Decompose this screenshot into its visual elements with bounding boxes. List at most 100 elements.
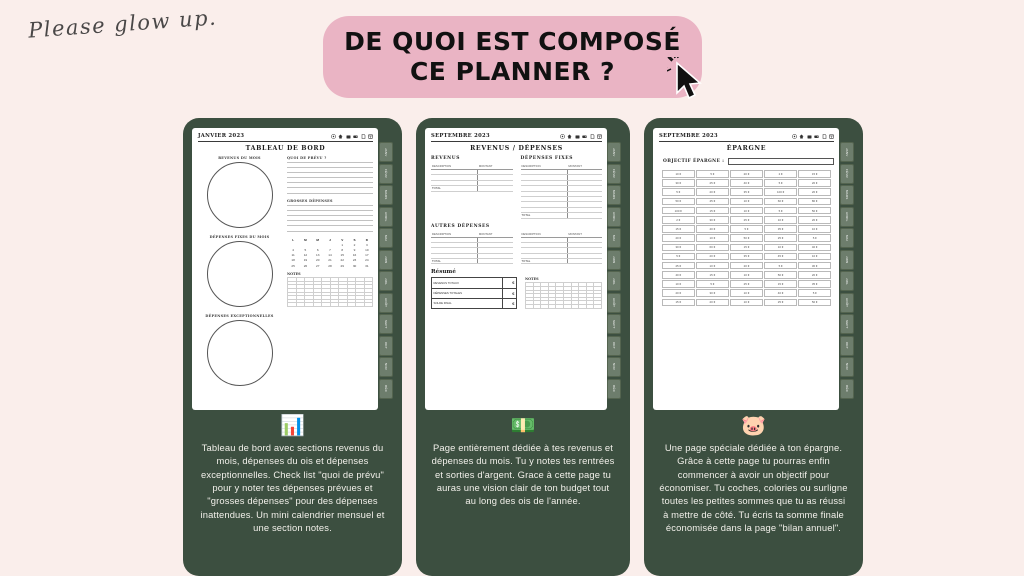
savings-cell[interactable]: 20 € xyxy=(798,188,831,196)
savings-cell[interactable]: 25 € xyxy=(764,234,797,242)
month-tabs[interactable]: JANV FÉVR MARS AVRIL MAI JUIN JUIL AOÛT … xyxy=(379,142,393,399)
month-tab[interactable]: JUIL xyxy=(840,271,854,291)
objective-input[interactable] xyxy=(728,158,834,165)
savings-cell[interactable]: 40 € xyxy=(696,225,729,233)
savings-cell[interactable]: 20 € xyxy=(798,215,831,224)
savings-cell[interactable]: 40 € xyxy=(730,179,763,187)
month-tab[interactable]: SEPT xyxy=(379,314,393,334)
savings-cell[interactable]: 30 € xyxy=(696,215,729,224)
savings-cell[interactable]: 25 € xyxy=(730,280,763,288)
savings-cell[interactable]: 35 € xyxy=(764,225,797,233)
savings-cell[interactable]: 5 € xyxy=(764,261,797,270)
savings-cell[interactable]: 5 € xyxy=(696,280,729,288)
month-tab[interactable]: JUIL xyxy=(607,271,621,291)
savings-cell[interactable]: 20 € xyxy=(662,234,695,242)
month-tab[interactable]: FÉVR xyxy=(607,163,621,184)
savings-cell[interactable]: 10 € xyxy=(730,206,763,215)
savings-cell[interactable]: 10 € xyxy=(730,289,763,298)
month-tab[interactable]: MARS xyxy=(840,185,854,205)
month-tabs[interactable]: JANV FÉVR MARS AVRIL MAI JUIN JUIL AOÛT … xyxy=(840,142,854,399)
savings-grid[interactable]: 10 € 5 € 20 € 2 € 15 € 30 € 25 € 40 € 5 … xyxy=(659,170,834,307)
savings-cell[interactable]: 60 € xyxy=(696,243,729,252)
savings-cell[interactable]: 15 € xyxy=(662,298,695,307)
savings-cell[interactable]: 10 € xyxy=(730,271,763,279)
savings-cell[interactable]: 10 € xyxy=(696,234,729,242)
savings-cell[interactable]: 5 € xyxy=(730,225,763,233)
month-tab[interactable]: MARS xyxy=(379,185,393,205)
month-tab[interactable]: FÉVR xyxy=(379,163,393,184)
savings-cell[interactable]: 10 € xyxy=(662,170,695,178)
savings-cell[interactable]: 2 € xyxy=(764,170,797,178)
savings-cell[interactable]: 40 € xyxy=(764,289,797,298)
savings-cell[interactable]: 25 € xyxy=(662,261,695,270)
savings-cell[interactable]: 15 € xyxy=(798,170,831,178)
month-tab[interactable]: NOV xyxy=(607,357,621,377)
savings-cell[interactable]: 45 € xyxy=(764,252,797,261)
savings-cell[interactable]: 35 € xyxy=(798,280,831,288)
month-tabs[interactable]: JANV FÉVR MARS AVRIL MAI JUIN JUIL AOÛT … xyxy=(607,142,621,399)
savings-cell[interactable]: 20 € xyxy=(696,298,729,307)
month-tab[interactable]: AOÛT xyxy=(379,292,393,313)
month-tab[interactable]: AOÛT xyxy=(840,292,854,313)
month-tab[interactable]: OCT xyxy=(840,335,854,356)
savings-cell[interactable]: 30 € xyxy=(662,243,695,252)
month-tab[interactable]: NOV xyxy=(840,357,854,377)
savings-cell[interactable]: 2 € xyxy=(662,215,695,224)
savings-cell[interactable]: 100 € xyxy=(764,188,797,196)
savings-cell[interactable]: 30 € xyxy=(662,179,695,187)
savings-cell[interactable]: 5 € xyxy=(696,170,729,178)
month-tab[interactable]: NOV xyxy=(379,357,393,377)
savings-cell[interactable]: 5 € xyxy=(662,252,695,261)
savings-cell[interactable]: 50 € xyxy=(662,197,695,206)
savings-cell[interactable]: 35 € xyxy=(730,188,763,196)
month-tab[interactable]: MAI xyxy=(840,228,854,248)
savings-cell[interactable]: 50 € xyxy=(798,206,831,215)
savings-cell[interactable]: 15 € xyxy=(764,280,797,288)
month-tab[interactable]: AVRIL xyxy=(379,206,393,227)
savings-cell[interactable]: 20 € xyxy=(696,188,729,196)
savings-cell[interactable]: 45 € xyxy=(696,197,729,206)
savings-cell[interactable]: 5 € xyxy=(798,234,831,242)
savings-cell[interactable]: 30 € xyxy=(696,289,729,298)
month-tab[interactable]: JUIN xyxy=(607,249,621,270)
savings-cell[interactable]: 50 € xyxy=(730,234,763,242)
month-tab[interactable]: MARS xyxy=(607,185,621,205)
savings-cell[interactable]: 20 € xyxy=(730,170,763,178)
savings-cell[interactable]: 20 € xyxy=(662,289,695,298)
planner-card-dashboard[interactable]: JANVIER 2023 TABLEAU DE BORD REVENUS DU … xyxy=(183,118,402,576)
month-tab[interactable]: AVRIL xyxy=(607,206,621,227)
savings-cell[interactable]: 5 € xyxy=(662,188,695,196)
month-tab[interactable]: DÉC xyxy=(607,378,621,399)
savings-cell[interactable]: 15 € xyxy=(730,243,763,252)
savings-cell[interactable]: 20 € xyxy=(696,252,729,261)
savings-cell[interactable]: 60 € xyxy=(764,197,797,206)
savings-cell[interactable]: 20 € xyxy=(730,261,763,270)
savings-cell[interactable]: 5 € xyxy=(798,289,831,298)
savings-cell[interactable]: 15 € xyxy=(662,225,695,233)
month-tab[interactable]: DÉC xyxy=(379,378,393,399)
savings-cell[interactable]: 30 € xyxy=(798,261,831,270)
savings-cell[interactable]: 10 € xyxy=(798,225,831,233)
savings-cell[interactable]: 10 € xyxy=(798,252,831,261)
month-tab[interactable]: MAI xyxy=(379,228,393,248)
month-tab[interactable]: SEPT xyxy=(607,314,621,334)
savings-cell[interactable]: 10 € xyxy=(764,243,797,252)
planner-card-revenus-depenses[interactable]: SEPTEMBRE 2023 REVENUS / DÉPENSES REVENU… xyxy=(416,118,630,576)
savings-cell[interactable]: 10 € xyxy=(662,280,695,288)
savings-cell[interactable]: 50 € xyxy=(798,298,831,307)
month-tab[interactable]: JANV xyxy=(379,142,393,162)
month-tab[interactable]: JUIN xyxy=(379,249,393,270)
month-tab[interactable]: JANV xyxy=(607,142,621,162)
savings-cell[interactable]: 10 € xyxy=(730,298,763,307)
savings-cell[interactable]: 10 € xyxy=(764,215,797,224)
savings-cell[interactable]: 25 € xyxy=(730,215,763,224)
savings-cell[interactable]: 10 € xyxy=(696,261,729,270)
savings-cell[interactable]: 80 € xyxy=(798,197,831,206)
month-tab[interactable]: AOÛT xyxy=(607,292,621,313)
month-tab[interactable]: MAI xyxy=(607,228,621,248)
savings-cell[interactable]: 25 € xyxy=(696,179,729,187)
savings-cell[interactable]: 10 € xyxy=(730,197,763,206)
savings-cell[interactable]: 5 € xyxy=(764,179,797,187)
savings-cell[interactable]: 15 € xyxy=(696,271,729,279)
savings-cell[interactable]: 35 € xyxy=(730,252,763,261)
